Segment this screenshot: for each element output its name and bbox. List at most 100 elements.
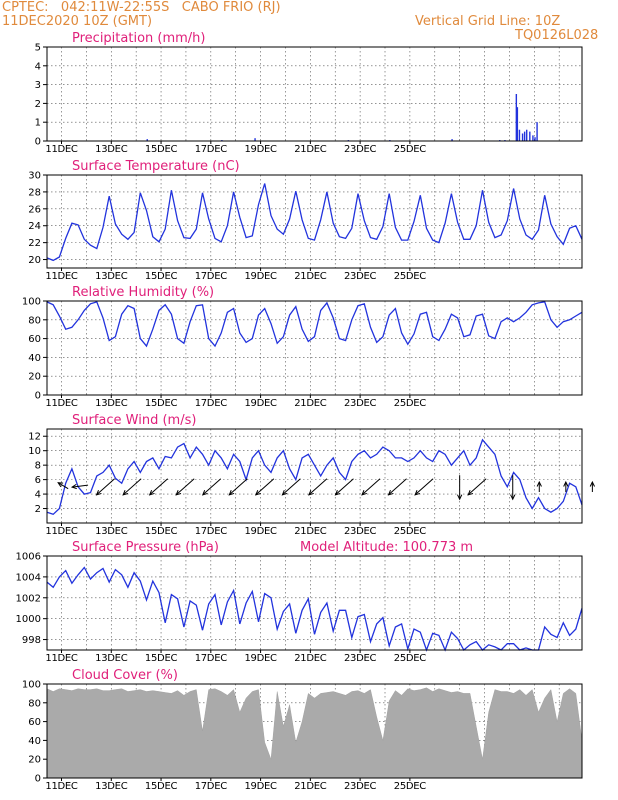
wind-arrow	[510, 475, 516, 501]
x-tick-label: 19DEC	[244, 398, 277, 409]
wind-arrow	[467, 478, 487, 496]
x-tick-label: 19DEC	[244, 271, 277, 282]
y-tick-label: 1004	[16, 572, 41, 583]
y-tick-label: 60	[28, 334, 41, 345]
y-tick-label: 4	[35, 61, 41, 72]
station-header: CPTEC: 042:11W-22:55S CABO FRIO (RJ)	[2, 0, 281, 15]
series-line	[46, 566, 583, 652]
x-tick-label: 17DEC	[195, 653, 228, 664]
wind-arrow-shaft	[388, 478, 407, 496]
precip-bar	[534, 137, 536, 141]
y-tick-label: 22	[28, 238, 41, 249]
wind-arrow-head	[57, 482, 64, 488]
wind-arrow-head	[467, 489, 474, 496]
wind-arrow-shaft	[282, 478, 301, 496]
x-tick-label: 23DEC	[344, 653, 377, 664]
precip-bar	[532, 135, 534, 141]
wind-arrow	[457, 475, 463, 501]
x-tick-label: 21DEC	[294, 781, 327, 792]
panel-3: 0 20 40 60 80 100 11DEC 13DEC 15DEC 17DEC 19DEC 21D…	[22, 285, 583, 409]
precip-bar	[518, 129, 521, 141]
y-tick-label: 2	[35, 504, 41, 515]
panel-title: Cloud Cover (%)	[72, 668, 178, 683]
wind-arrow	[536, 480, 542, 492]
x-tick-label: 17DEC	[195, 144, 228, 155]
y-tick-label: 40	[28, 353, 41, 364]
x-tick-label: 11DEC	[45, 271, 78, 282]
y-tick-label: 100	[22, 297, 41, 308]
wind-arrow	[589, 480, 595, 492]
wind-arrow-head	[254, 489, 261, 496]
wind-arrow	[254, 478, 275, 496]
y-tick-label: 6	[35, 475, 41, 486]
cloud-area	[46, 687, 583, 779]
panel-1: 0 1 2 3 4 5 11DEC 13DEC 15DEC 17DEC 19DEC 21DEC 23DE…	[35, 31, 583, 155]
precip-bar	[526, 129, 528, 141]
wind-arrow-head	[95, 489, 102, 496]
wind-arrow-shaft	[175, 478, 195, 496]
wind-arrow-head	[589, 480, 595, 487]
x-tick-label: 13DEC	[95, 781, 128, 792]
wind-arrow-shaft	[228, 478, 248, 496]
wind-arrow-head	[201, 489, 208, 496]
series-line	[46, 301, 583, 348]
wind-arrow	[563, 480, 569, 492]
panel-frame	[46, 683, 583, 779]
wind-arrow-head	[70, 483, 77, 490]
wind-arrow	[361, 478, 381, 496]
y-tick-label: 24	[28, 221, 41, 232]
y-tick-label: 26	[28, 204, 41, 215]
y-tick-label: 0	[35, 774, 41, 785]
model-code: TQ0126L028	[515, 28, 599, 43]
x-tick-label: 15DEC	[145, 653, 178, 664]
y-tick-label: 20	[28, 755, 41, 766]
y-tick-label: 1006	[16, 552, 41, 563]
x-tick-label: 21DEC	[294, 144, 327, 155]
panel-title: Surface Wind (m/s)	[72, 413, 196, 428]
wind-arrow-head	[536, 480, 542, 487]
y-tick-label: 80	[28, 698, 41, 709]
y-tick-label: 60	[28, 717, 41, 728]
wind-arrow-head	[308, 489, 314, 496]
x-tick-label: 19DEC	[244, 781, 277, 792]
x-tick-label: 11DEC	[45, 144, 78, 155]
y-tick-label: 20	[28, 372, 41, 383]
x-tick-label: 15DEC	[145, 144, 178, 155]
precip-bar	[254, 138, 256, 141]
wind-arrow-shaft	[361, 478, 381, 496]
panel-subtitle: Model Altitude: 100.773 m	[300, 540, 473, 555]
wind-arrow	[122, 478, 142, 496]
run-date: 11DEC2020 10Z (GMT)	[2, 14, 153, 29]
wind-arrow	[334, 478, 354, 496]
y-tick-label: 4	[35, 490, 41, 501]
x-tick-label: 13DEC	[95, 398, 128, 409]
x-tick-label: 11DEC	[45, 781, 78, 792]
x-tick-label: 21DEC	[294, 271, 327, 282]
panel-frame	[46, 300, 583, 396]
x-tick-label: 23DEC	[344, 526, 377, 537]
y-tick-label: 30	[28, 171, 41, 182]
panel-2: 20 22 24 26 28 30 11DEC 13DEC 15DEC 17DEC 19DEC 21D…	[28, 159, 583, 282]
x-tick-label: 17DEC	[195, 398, 228, 409]
x-tick-label: 21DEC	[294, 526, 327, 537]
wind-arrow	[228, 478, 248, 496]
panel-frame	[46, 174, 583, 269]
panel-frame	[46, 428, 583, 524]
wind-arrow	[308, 478, 328, 496]
panel-title: Precipitation (mm/h)	[72, 31, 205, 46]
precip-bar	[536, 122, 538, 141]
panel-frame	[46, 555, 583, 651]
panel-title: Surface Temperature (nC)	[72, 159, 240, 174]
wind-arrow	[175, 478, 195, 496]
wind-arrow-shaft	[57, 482, 69, 490]
wind-arrow	[201, 478, 222, 496]
wind-arrow	[387, 478, 407, 496]
x-tick-label: 11DEC	[45, 653, 78, 664]
x-tick-label: 13DEC	[95, 526, 128, 537]
series-line	[46, 438, 583, 516]
x-tick-label: 23DEC	[344, 781, 377, 792]
wind-arrow-shaft	[255, 478, 275, 496]
panel-frame	[46, 46, 583, 142]
x-tick-label: 25DEC	[394, 271, 427, 282]
y-tick-label: 2	[35, 99, 41, 110]
